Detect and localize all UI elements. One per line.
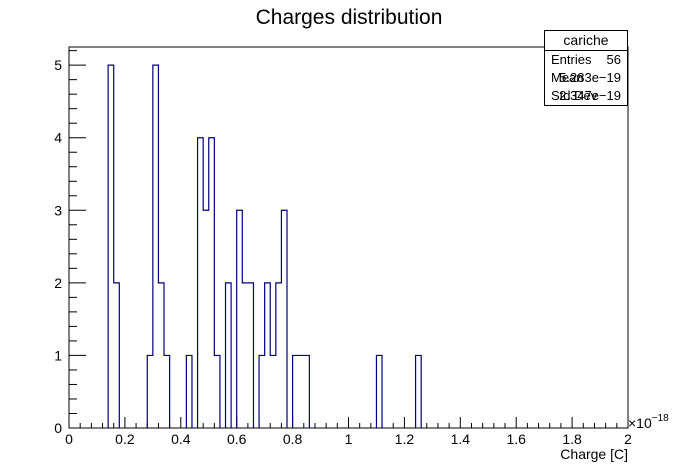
histogram-bin xyxy=(226,283,232,428)
histogram-bin xyxy=(265,283,271,428)
x-tick-label: 0.2 xyxy=(115,431,135,447)
stats-value: 2.347e−19 xyxy=(559,88,621,103)
stats-title: cariche xyxy=(545,31,627,51)
histogram-bin xyxy=(270,355,276,428)
stats-row-stddev: Std Dev 2.347e−19 xyxy=(545,87,627,105)
histogram-series xyxy=(107,64,422,428)
stats-value: 56 xyxy=(606,52,621,67)
y-tick-label: 0 xyxy=(54,420,62,436)
x-tick-label: 0.6 xyxy=(227,431,247,447)
chart-title: Charges distribution xyxy=(256,6,443,29)
histogram-bin xyxy=(298,355,304,428)
x-axis-label: Charge [C] xyxy=(560,446,628,462)
x-tick-label: 1.4 xyxy=(451,431,471,447)
stats-value: 5.283e−19 xyxy=(559,70,621,85)
histogram-bin xyxy=(416,355,422,428)
histogram-bin xyxy=(242,283,248,428)
histogram-bin xyxy=(153,65,159,428)
histogram-bin xyxy=(276,283,282,428)
histogram-bin xyxy=(214,355,220,428)
stats-key: Mean xyxy=(551,70,584,85)
histogram-bin xyxy=(248,283,254,428)
x-tick-label: 1.8 xyxy=(562,431,582,447)
x-tick-labels: 0 0.2 0.4 0.6 0.8 1 1.2 1.4 1.6 1.8 2 xyxy=(65,431,632,447)
histogram-bin xyxy=(237,210,243,428)
histogram-bin xyxy=(114,283,120,428)
stats-key: Std Dev xyxy=(551,88,598,103)
y-tick-label: 2 xyxy=(54,275,62,291)
histogram-bin xyxy=(198,138,204,428)
histogram-bins xyxy=(108,65,421,428)
stats-box: cariche Entries 56 Mean 5.283e−19 Std De… xyxy=(544,30,628,106)
stats-row-entries: Entries 56 xyxy=(545,51,627,69)
stats-row-mean: Mean 5.283e−19 xyxy=(545,69,627,87)
y-tick-labels: 0 1 2 3 4 5 xyxy=(54,57,62,436)
histogram-bin xyxy=(186,355,192,428)
x-tick-label: 2 xyxy=(624,431,632,447)
histogram-bin xyxy=(259,355,265,428)
histogram-bin xyxy=(281,210,287,428)
x-tick-label: 0.4 xyxy=(171,431,191,447)
x-tick-label: 1.6 xyxy=(506,431,526,447)
histogram-bin xyxy=(203,210,209,428)
histogram-bin xyxy=(147,355,153,428)
x-tick-label: 1.2 xyxy=(395,431,415,447)
y-tick-label: 5 xyxy=(54,57,62,73)
stats-key: Entries xyxy=(551,52,592,67)
y-tick-label: 4 xyxy=(54,130,62,146)
histogram-bin xyxy=(164,355,170,428)
histogram-bin xyxy=(376,355,382,428)
histogram-bin xyxy=(209,138,215,428)
x-tick-label: 0.8 xyxy=(283,431,303,447)
x-tick-label: 0 xyxy=(65,431,73,447)
histogram-bin xyxy=(293,355,299,428)
x-tick-label: 1 xyxy=(345,431,353,447)
y-tick-label: 1 xyxy=(54,347,62,363)
histogram-bin xyxy=(158,283,164,428)
histogram-bin xyxy=(108,65,114,428)
x-axis-multiplier: ×10−18 xyxy=(628,413,669,431)
histogram-bin xyxy=(304,355,310,428)
y-tick-label: 3 xyxy=(54,202,62,218)
